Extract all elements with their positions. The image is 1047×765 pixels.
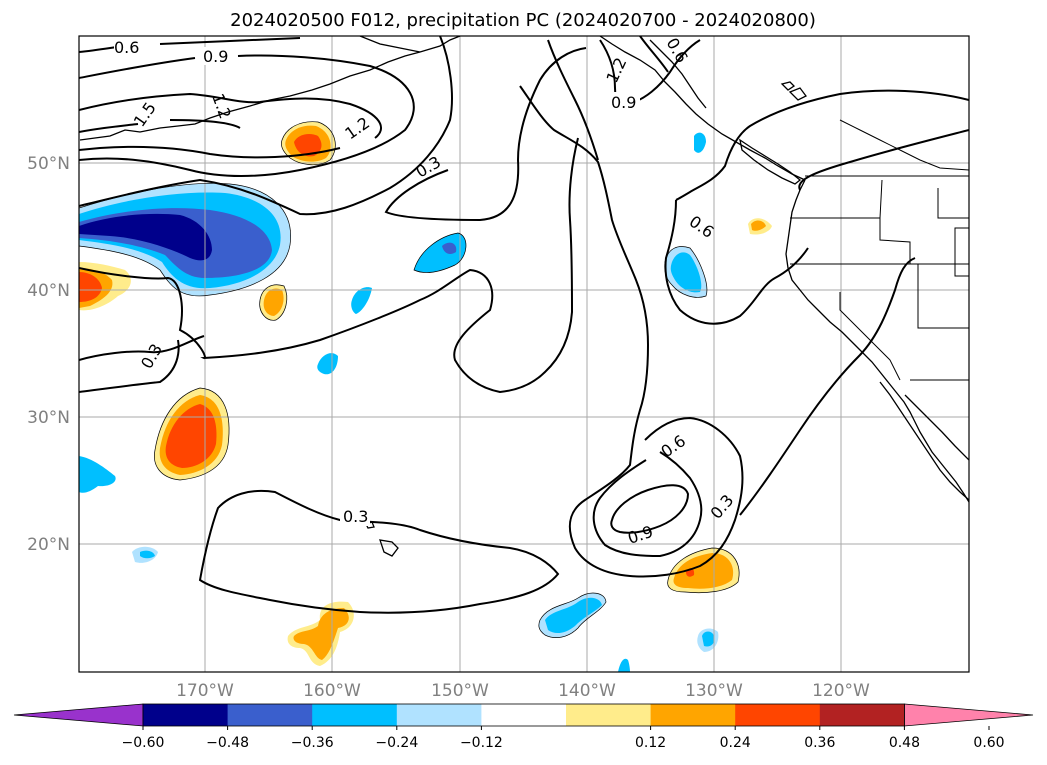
lat-label: 30°N [27, 408, 70, 428]
contour-line [739, 257, 916, 516]
longitude-labels: 170°W 160°W 150°W 140°W 130°W 120°W [176, 681, 870, 701]
colorbar-segment [650, 704, 736, 726]
map-area [79, 36, 969, 672]
colorbar-tick-label: 0.48 [889, 735, 920, 751]
colorbar-tick-label: −0.24 [375, 735, 418, 751]
colorbar-segment [227, 704, 313, 726]
contour-label: 0.9 [203, 47, 228, 66]
negative-anomaly-patch [702, 631, 715, 647]
gulf-of-california [904, 394, 969, 461]
contour-label: 0.6 [114, 38, 139, 57]
lon-label: 140°W [558, 681, 616, 701]
gridlines [79, 36, 969, 672]
negative-anomaly-patch [618, 658, 630, 672]
contour-line [79, 36, 453, 216]
colorbar-segment [819, 704, 905, 726]
lat-label: 40°N [27, 281, 70, 301]
contour-line [639, 36, 669, 73]
positive-anomaly-patch [79, 272, 102, 302]
lat-label: 20°N [27, 535, 70, 555]
colorbar-tick-label: 0.36 [804, 735, 835, 751]
negative-anomaly-patch [670, 252, 702, 293]
colorbar-tick-label: 0.24 [720, 735, 751, 751]
island [780, 81, 807, 101]
contour-line [798, 129, 969, 191]
negative-anomaly-patch [414, 233, 466, 273]
bc-coastline [649, 39, 707, 109]
chart-title: 2024020500 F012, precipitation PC (20240… [230, 10, 816, 31]
lon-label: 130°W [685, 681, 743, 701]
contour-line [79, 137, 579, 394]
state-border [879, 218, 911, 264]
negative-anomaly-patch [545, 597, 602, 634]
colorbar-segment [143, 704, 229, 726]
contour-line [519, 85, 744, 578]
precip-contours [79, 36, 969, 614]
state-border [954, 227, 969, 277]
lon-label: 120°W [812, 681, 870, 701]
contour-line [79, 92, 382, 159]
colorbar-extend-high [904, 703, 1034, 727]
lon-label: 160°W [303, 681, 361, 701]
colorbar-tick-label: 0.60 [973, 735, 1004, 751]
contour-line [79, 54, 415, 177]
negative-anomaly-patch [694, 132, 706, 153]
contour-line [79, 119, 241, 133]
colorbar-frame [142, 703, 905, 727]
state-border [839, 119, 969, 171]
positive-anomaly-patch [673, 553, 734, 589]
latitude-labels: 50°N 40°N 30°N 20°N [27, 154, 70, 555]
state-border [937, 188, 969, 219]
contour-line [384, 47, 587, 222]
lat-label: 50°N [27, 154, 70, 174]
political-borders [790, 119, 969, 381]
vancouver-island [739, 138, 802, 185]
colorbar-segment [312, 704, 398, 726]
negative-anomaly-patch [317, 353, 338, 375]
positive-anomaly-patch [293, 608, 349, 660]
colorbar: −0.60 −0.48 −0.36 −0.24 −0.12 0.12 0.24 0.36 0.4… [13, 703, 1034, 751]
contour-line [664, 199, 809, 325]
negative-anomaly-patch [79, 213, 212, 261]
negative-anomaly-patch [140, 550, 155, 559]
baja-peninsula [879, 381, 969, 501]
contour-label: 0.3 [343, 507, 368, 526]
colorbar-segment [735, 704, 821, 726]
alaska-coastline [359, 36, 421, 53]
state-border [917, 264, 969, 329]
colorbar-segment [566, 704, 652, 726]
lon-label: 150°W [431, 681, 489, 701]
lon-label: 170°W [176, 681, 234, 701]
colorbar-tick-label: 0.12 [635, 735, 666, 751]
negative-anomaly-patch [442, 242, 457, 254]
contour-line [547, 39, 703, 558]
negative-anomaly-patch [351, 287, 372, 314]
contour-line [610, 484, 690, 534]
bc-coastline [599, 36, 806, 181]
negative-anomaly-patch [79, 456, 116, 493]
colorbar-tick-label: −0.60 [122, 735, 165, 751]
contour-label: 0.9 [611, 93, 636, 112]
contour-line [79, 339, 180, 393]
contour-line [198, 489, 560, 614]
positive-anomaly-patch [294, 134, 322, 157]
positive-anomaly-patch [263, 288, 284, 316]
anomaly-outlines [79, 121, 740, 638]
colorbar-tick-label: −0.36 [291, 735, 334, 751]
positive-anomaly-patch [751, 220, 766, 231]
colorbar-tick-label: −0.48 [206, 735, 249, 751]
state-border [839, 292, 901, 381]
colorbar-tick-label: −0.12 [460, 735, 503, 751]
contour-line [675, 89, 969, 201]
positive-anomaly-patch [165, 404, 217, 468]
colorbar-segment [481, 704, 567, 726]
contour-line [79, 335, 205, 361]
map-frame [78, 35, 970, 673]
shading-layer [79, 121, 772, 672]
colorbar-segment [396, 704, 482, 726]
colorbar-extend-low [13, 703, 144, 727]
